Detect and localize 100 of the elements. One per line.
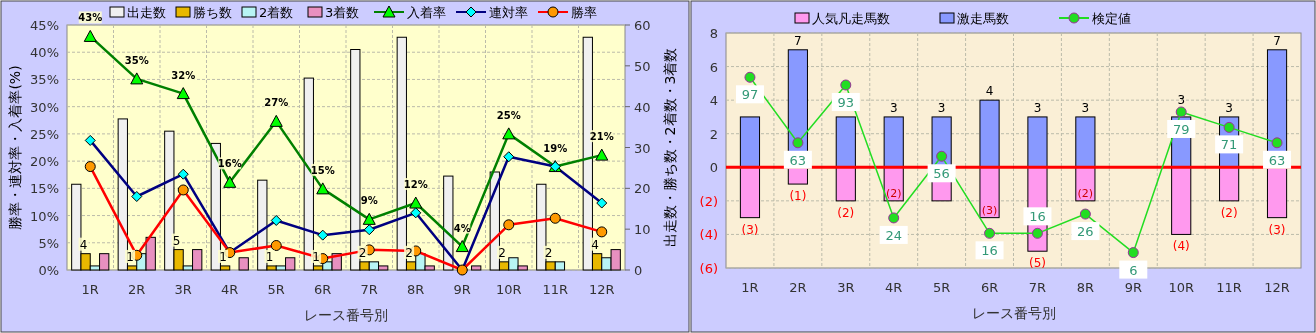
data-label: 93	[837, 95, 855, 111]
y-tick-label: 20%	[30, 154, 59, 170]
data-label: 16	[1029, 209, 1046, 225]
y-tick-label: 0%	[38, 263, 59, 278]
x-tick-label: 6R	[980, 280, 999, 295]
data-label: 79	[1172, 121, 1190, 137]
data-label: (2)	[837, 205, 855, 220]
data-label: 15%	[310, 164, 335, 176]
y2-tick-label: 20	[634, 181, 651, 197]
data-label: 3	[1225, 100, 1233, 115]
y2-tick-label: 10	[634, 222, 651, 238]
data-label: (4)	[1172, 239, 1190, 254]
y2-tick-label: 50	[634, 58, 651, 74]
x-tick-label: 3R	[174, 282, 192, 297]
x-tick-label: 4R	[885, 280, 903, 295]
data-label: 56	[933, 166, 950, 182]
y-tick-label: 5%	[38, 235, 59, 251]
data-label: 4	[591, 237, 599, 252]
data-label: (2)	[1220, 205, 1238, 220]
data-label: 2	[544, 245, 553, 260]
legend-label: 勝ち数	[193, 5, 232, 20]
y-tick-label: 6	[709, 59, 718, 75]
x-tick-label: 11R	[542, 282, 569, 297]
x-tick-label: 3R	[837, 280, 855, 295]
x-tick-label: 2R	[789, 280, 807, 295]
data-label: 5	[172, 233, 181, 248]
y-tick-label: (6)	[699, 261, 718, 276]
y-tick-label: 35%	[30, 72, 59, 88]
x-tick-label: 7R	[360, 282, 378, 297]
x-tick-label: 8R	[1076, 280, 1095, 295]
data-label: 3	[889, 100, 898, 115]
y-tick-label: (2)	[699, 193, 718, 209]
data-label: 3	[1177, 92, 1186, 107]
data-label: (3)	[1268, 222, 1286, 237]
data-label: 1	[265, 249, 274, 264]
data-label: 3	[1033, 100, 1042, 115]
x-axis-title: レース番号別	[971, 305, 1056, 321]
data-label: 1	[312, 249, 320, 264]
y-tick-label: 2	[709, 126, 718, 142]
data-label: 4%	[453, 222, 471, 234]
data-label: 4	[985, 84, 994, 99]
legend-label: 2着数	[259, 5, 294, 20]
y-tick-label: 25%	[30, 126, 59, 142]
x-tick-label: 5R	[932, 280, 951, 295]
data-label: 21%	[589, 131, 614, 143]
y2-axis-title: 出走数・勝ち数・2着数・3着数	[662, 47, 678, 248]
data-label: 35%	[124, 54, 149, 66]
x-tick-label: 6R	[314, 282, 332, 297]
x-tick-label: 10R	[1168, 280, 1194, 295]
y-tick-label: 10%	[30, 208, 59, 224]
x-tick-label: 1R	[81, 282, 99, 297]
y2-tick-label: 40	[634, 99, 651, 115]
y-axis-title: 勝率・連対率・入着率(%)	[7, 65, 23, 230]
x-tick-label: 4R	[221, 282, 239, 297]
y-tick-label: 0	[709, 160, 718, 176]
x-tick-label: 8R	[407, 282, 425, 297]
legend-label: 検定値	[1092, 11, 1131, 26]
data-label: (2)	[885, 186, 902, 200]
data-label: 97	[741, 87, 759, 103]
data-label: 2	[498, 245, 506, 260]
data-label: 12%	[403, 179, 428, 191]
data-label: (3)	[981, 203, 998, 217]
data-label: 25%	[496, 109, 521, 121]
data-label: 32%	[171, 69, 196, 81]
y2-tick-label: 60	[634, 18, 651, 33]
data-label: 63	[1268, 152, 1286, 168]
data-label: 16%	[217, 158, 242, 170]
data-label: 6	[1129, 262, 1138, 278]
x-axis-title: レース番号別	[304, 307, 388, 323]
x-tick-label: 9R	[453, 282, 471, 297]
y-tick-label: 30%	[30, 99, 59, 115]
data-label: 43%	[78, 12, 103, 24]
data-label: 1	[126, 249, 134, 264]
data-label: 7	[794, 33, 802, 48]
data-label: 3	[937, 100, 946, 115]
data-label: 4	[79, 237, 88, 252]
data-label: 27%	[264, 97, 289, 109]
data-label: (5)	[1028, 256, 1046, 271]
y-tick-label: 4	[709, 93, 718, 109]
y-tick-label: 8	[709, 26, 718, 41]
data-label: (2)	[1077, 186, 1094, 200]
data-label: 9%	[360, 195, 378, 207]
x-tick-label: 12R	[588, 282, 615, 297]
data-label: 7	[1273, 33, 1281, 48]
legend-label: 連対率	[489, 5, 528, 20]
legend-label: 人気凡走馬数	[812, 11, 890, 26]
x-tick-label: 12R	[1264, 280, 1290, 295]
data-label: 63	[789, 152, 807, 168]
x-tick-label: 11R	[1216, 280, 1242, 295]
x-tick-label: 5R	[267, 282, 285, 297]
data-label: 2	[405, 245, 413, 260]
y-tick-label: 40%	[30, 45, 59, 61]
legend-label: 勝率	[571, 5, 597, 20]
data-label: 26	[1077, 224, 1094, 240]
x-tick-label: 2R	[128, 282, 146, 297]
x-tick-label: 10R	[495, 282, 522, 297]
data-label: (1)	[789, 189, 807, 204]
y2-tick-label: 0	[634, 263, 643, 278]
data-label: 71	[1220, 137, 1238, 153]
data-label: 1	[219, 249, 227, 264]
